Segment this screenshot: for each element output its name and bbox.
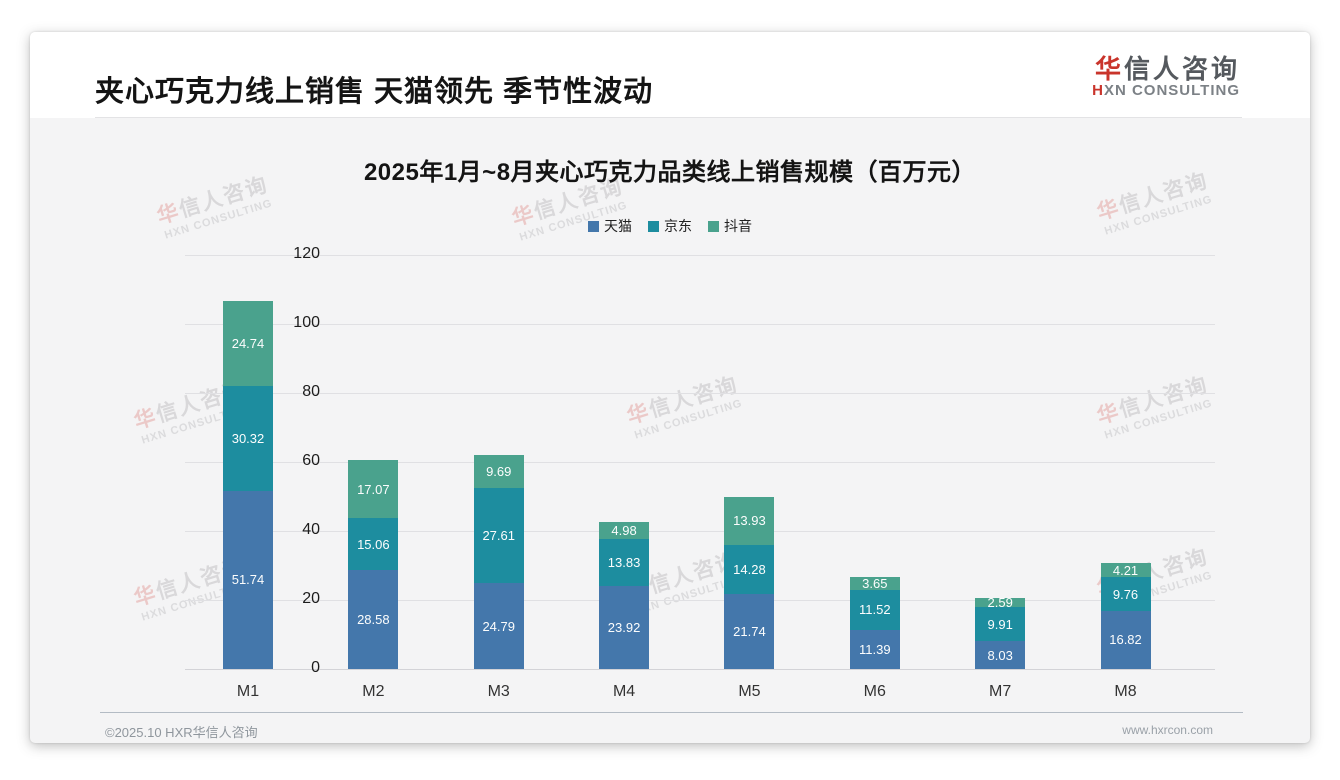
- logo-english-rest: XN CONSULTING: [1103, 82, 1240, 100]
- bar-segment: 11.52: [849, 589, 900, 630]
- bar-value-label: 13.83: [607, 555, 641, 571]
- bar-value-label: 24.74: [231, 335, 265, 351]
- legend-swatch: [708, 220, 719, 232]
- bar-segment: 9.76: [1100, 577, 1151, 611]
- bar-segment: 16.82: [1100, 610, 1151, 669]
- x-axis-tick-label: M2: [362, 683, 385, 700]
- bar-segment: 15.06: [348, 518, 399, 571]
- gridline: [185, 324, 1215, 325]
- bar-segment: 2.59: [975, 595, 1026, 611]
- bar-value-label: 11.39: [859, 641, 891, 657]
- bar-value-label: 24.79: [482, 618, 515, 634]
- bar-segment: 24.74: [223, 300, 273, 386]
- footer-copyright: ©2025.10 HXR华信人咨询: [105, 725, 258, 740]
- bar-segment: 17.07: [348, 459, 399, 519]
- bar-segment: 11.39: [849, 629, 900, 669]
- legend-item: 京东: [648, 216, 692, 236]
- bar-segment: 13.83: [599, 538, 650, 587]
- bar-segment: 51.74: [223, 490, 273, 669]
- gridline: [185, 393, 1215, 394]
- gridline: [185, 669, 1215, 670]
- bar-value-label: 27.61: [482, 528, 515, 544]
- bar-segment: 4.98: [599, 521, 650, 539]
- bar-segment: 9.69: [473, 454, 524, 489]
- logo-chinese-accent: 华: [1094, 54, 1124, 84]
- legend-label: 抖音: [724, 218, 752, 234]
- x-axis-tick-label: M3: [487, 683, 510, 700]
- gridline: [185, 255, 1215, 256]
- gridline: [185, 462, 1215, 463]
- watermark-chinese-accent: 华: [131, 581, 161, 611]
- bar-segment: 23.92: [599, 586, 650, 669]
- bar-value-label: 30.32: [231, 430, 265, 446]
- bar-value-label: 17.07: [357, 481, 390, 497]
- bar-segment: 24.79: [473, 583, 524, 669]
- bar-segment: 14.28: [724, 544, 775, 594]
- bar-value-label: 3.65: [862, 576, 888, 592]
- x-axis-tick-label: M7: [989, 683, 1012, 700]
- gridline: [185, 531, 1215, 532]
- legend-item: 天猫: [588, 216, 632, 236]
- bar-segment: 28.58: [348, 570, 399, 669]
- bar-value-label: 4.98: [611, 522, 637, 538]
- bar-value-label: 51.74: [231, 572, 265, 588]
- legend-label: 天猫: [604, 218, 632, 234]
- x-axis-tick-label: M5: [738, 683, 761, 700]
- y-axis-tick-label: 40: [302, 521, 320, 538]
- bar-value-label: 8.03: [987, 647, 1013, 663]
- logo-english-accent: H: [1092, 82, 1104, 100]
- y-axis-tick-label: 0: [311, 659, 320, 676]
- bar-segment: 3.65: [849, 576, 900, 592]
- x-axis-tick-label: M6: [863, 683, 886, 700]
- bar-segment: 21.74: [724, 594, 775, 669]
- gridline: [185, 600, 1215, 601]
- bar-value-label: 2.59: [987, 595, 1013, 611]
- logo-english: HXN CONSULTING: [1092, 83, 1240, 99]
- legend-swatch: [648, 220, 659, 232]
- x-axis-tick-label: M4: [612, 683, 636, 700]
- bar-value-label: 14.28: [733, 561, 766, 577]
- logo-chinese: 华信人咨询: [1092, 54, 1240, 84]
- bar-value-label: 9.76: [1112, 586, 1139, 602]
- slide-card: 华信人咨询 HXN CONSULTING 华信人咨询 HXN CONSULTING 华信…: [30, 32, 1310, 743]
- bar-value-label: 16.82: [1109, 632, 1142, 648]
- x-axis-tick-label: M1: [236, 683, 260, 700]
- y-axis-tick-label: 120: [293, 245, 320, 262]
- bar-segment: 8.03: [975, 641, 1026, 669]
- footer-website: www.hxrcon.com: [1122, 723, 1213, 737]
- slide-header: 夹心巧克力线上销售 天猫领先 季节性波动 华信人咨询 HXN CONSULTIN…: [30, 32, 1310, 118]
- bar-value-label: 11.52: [859, 602, 891, 618]
- legend-item: 抖音: [708, 216, 752, 236]
- bar-value-label: 9.69: [486, 464, 512, 480]
- page-title: 夹心巧克力线上销售 天猫领先 季节性波动: [95, 76, 654, 108]
- bar-value-label: 4.21: [1112, 562, 1139, 578]
- y-axis-tick-label: 20: [302, 590, 320, 607]
- bar-segment: 30.32: [223, 385, 273, 491]
- bar-value-label: 21.74: [733, 624, 766, 639]
- chart-title: 2025年1月~8月夹心巧克力品类线上销售规模（百万元）: [363, 159, 977, 186]
- watermark-chinese-accent: 华: [131, 404, 161, 434]
- header-divider: [95, 117, 1242, 118]
- bar-segment: 4.21: [1100, 562, 1151, 578]
- bar-chart: 0 20 40 60 80 100 120 51.74 30.32 24.74 M1 28.58 15.…: [185, 245, 1215, 700]
- bar-value-label: 28.58: [357, 612, 390, 628]
- bar-value-label: 9.91: [987, 616, 1013, 632]
- legend-label: 京东: [664, 218, 692, 234]
- bar-segment: 9.91: [975, 607, 1026, 642]
- bar-value-label: 23.92: [607, 620, 641, 636]
- logo-chinese-rest: 信人咨询: [1123, 54, 1240, 84]
- legend-swatch: [588, 220, 599, 232]
- bar-value-label: 13.93: [733, 513, 766, 529]
- footer-divider: [100, 712, 1243, 713]
- bar-segment: 27.61: [473, 488, 524, 584]
- bar-segment: 13.93: [724, 496, 775, 545]
- y-axis-tick-label: 80: [302, 383, 320, 400]
- company-logo: 华信人咨询 HXN CONSULTING: [1092, 54, 1240, 99]
- y-axis-tick-label: 60: [302, 452, 320, 469]
- y-axis-tick-label: 100: [293, 314, 320, 331]
- chart-legend: 天猫 京东 抖音: [30, 216, 1310, 236]
- x-axis-tick-label: M8: [1114, 683, 1137, 700]
- bar-value-label: 15.06: [357, 536, 390, 552]
